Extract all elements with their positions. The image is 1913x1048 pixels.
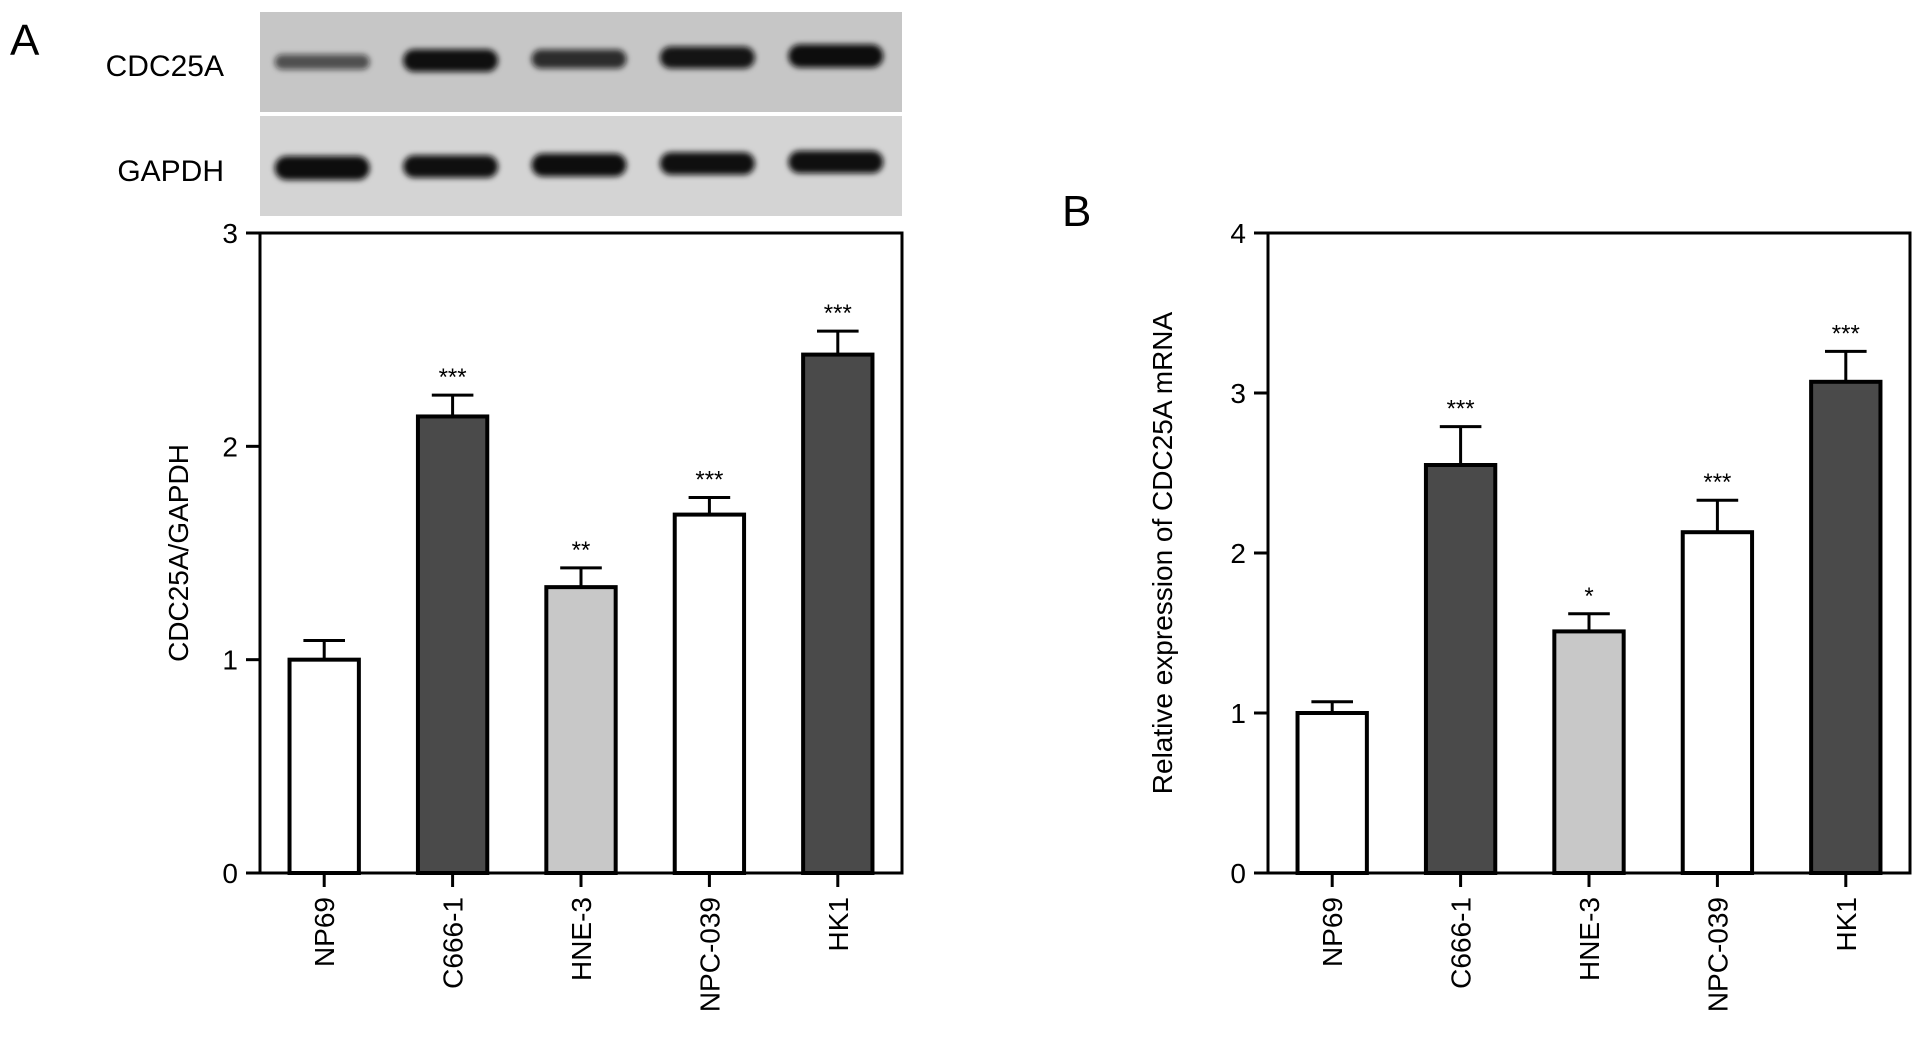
category-label: NPC-039: [694, 897, 725, 1012]
significance-label: ***: [695, 467, 723, 494]
panel-b: B Relative expression of CDC25A mRNA 0 1 2…: [1062, 187, 1912, 1012]
blot-label-gapdh: GAPDH: [117, 155, 224, 188]
blot-band-cdc25a: [403, 49, 499, 72]
significance-label: ***: [1832, 320, 1860, 347]
category-label: HNE-3: [566, 897, 597, 981]
bar-hne-3: [1552, 629, 1626, 876]
blot-band-gapdh: [788, 150, 884, 174]
category-label: NPC-039: [1702, 897, 1733, 1012]
bar-hne-3: [544, 585, 618, 876]
y-tick-label: 1: [222, 645, 238, 676]
category-label: HK1: [823, 897, 854, 951]
blot-band-cdc25a: [788, 44, 884, 68]
significance-label: *: [1584, 583, 1593, 610]
significance-label: ***: [439, 364, 467, 391]
blot-band-cdc25a: [531, 49, 627, 69]
significance-label: ***: [1447, 396, 1475, 423]
category-label: HNE-3: [1574, 897, 1605, 981]
y-tick-label: 0: [1230, 858, 1246, 889]
chart-b-y-axis-title: Relative expression of CDC25A mRNA: [1147, 311, 1178, 794]
blot-band-gapdh: [531, 153, 627, 177]
chart-a-y-axis-title: CDC25A/GAPDH: [163, 444, 194, 662]
y-tick-label: 2: [222, 431, 238, 462]
bar-hk1: [801, 352, 875, 876]
significance-label: **: [572, 537, 591, 564]
chart-b-mrna-expression: Relative expression of CDC25A mRNA 0 1 2 3 4…: [1147, 218, 1912, 1012]
bar-np69: [1295, 711, 1369, 875]
chart-b-y-ticks: 0 1 2 3 4: [1230, 218, 1268, 889]
category-label: C666-1: [438, 897, 469, 989]
chart-a-category-labels: NP69 C666-1 HNE-3 NPC-039 HK1: [309, 873, 854, 1012]
y-tick-label: 3: [222, 218, 238, 249]
y-tick-label: 3: [1230, 378, 1246, 409]
chart-a-y-ticks: 0 1 2 3: [222, 218, 260, 889]
bar-npc-039: [672, 512, 747, 875]
blot-bands: [274, 44, 884, 180]
blot-band-cdc25a: [659, 46, 755, 69]
blot-band-gapdh: [403, 155, 499, 178]
category-label: NP69: [1317, 897, 1348, 967]
y-tick-label: 4: [1230, 218, 1246, 249]
y-tick-label: 0: [222, 858, 238, 889]
western-blot: CDC25A GAPDH: [106, 12, 902, 216]
category-label: HK1: [1831, 897, 1862, 951]
y-tick-label: 1: [1230, 698, 1246, 729]
blot-band-cdc25a: [274, 54, 370, 70]
panel-a-label: A: [10, 16, 40, 65]
significance-label: ***: [1703, 469, 1731, 496]
category-label: C666-1: [1446, 897, 1477, 989]
blot-label-cdc25a: CDC25A: [106, 50, 224, 83]
bar-np69: [287, 657, 361, 876]
bar-c666-1: [415, 414, 490, 875]
significance-label: ***: [824, 300, 852, 327]
panel-b-label: B: [1062, 187, 1091, 236]
y-tick-label: 2: [1230, 538, 1246, 569]
bar-c666-1: [1423, 463, 1498, 875]
chart-b-category-labels: NP69 C666-1 HNE-3 NPC-039 HK1: [1317, 873, 1862, 1012]
chart-b-bars: **********: [1295, 320, 1883, 876]
blot-band-gapdh: [659, 152, 755, 175]
blot-band-gapdh: [274, 156, 370, 180]
chart-a-bars: ***********: [287, 300, 875, 876]
category-label: NP69: [309, 897, 340, 967]
bar-npc-039: [1680, 530, 1755, 875]
bar-hk1: [1809, 379, 1883, 875]
